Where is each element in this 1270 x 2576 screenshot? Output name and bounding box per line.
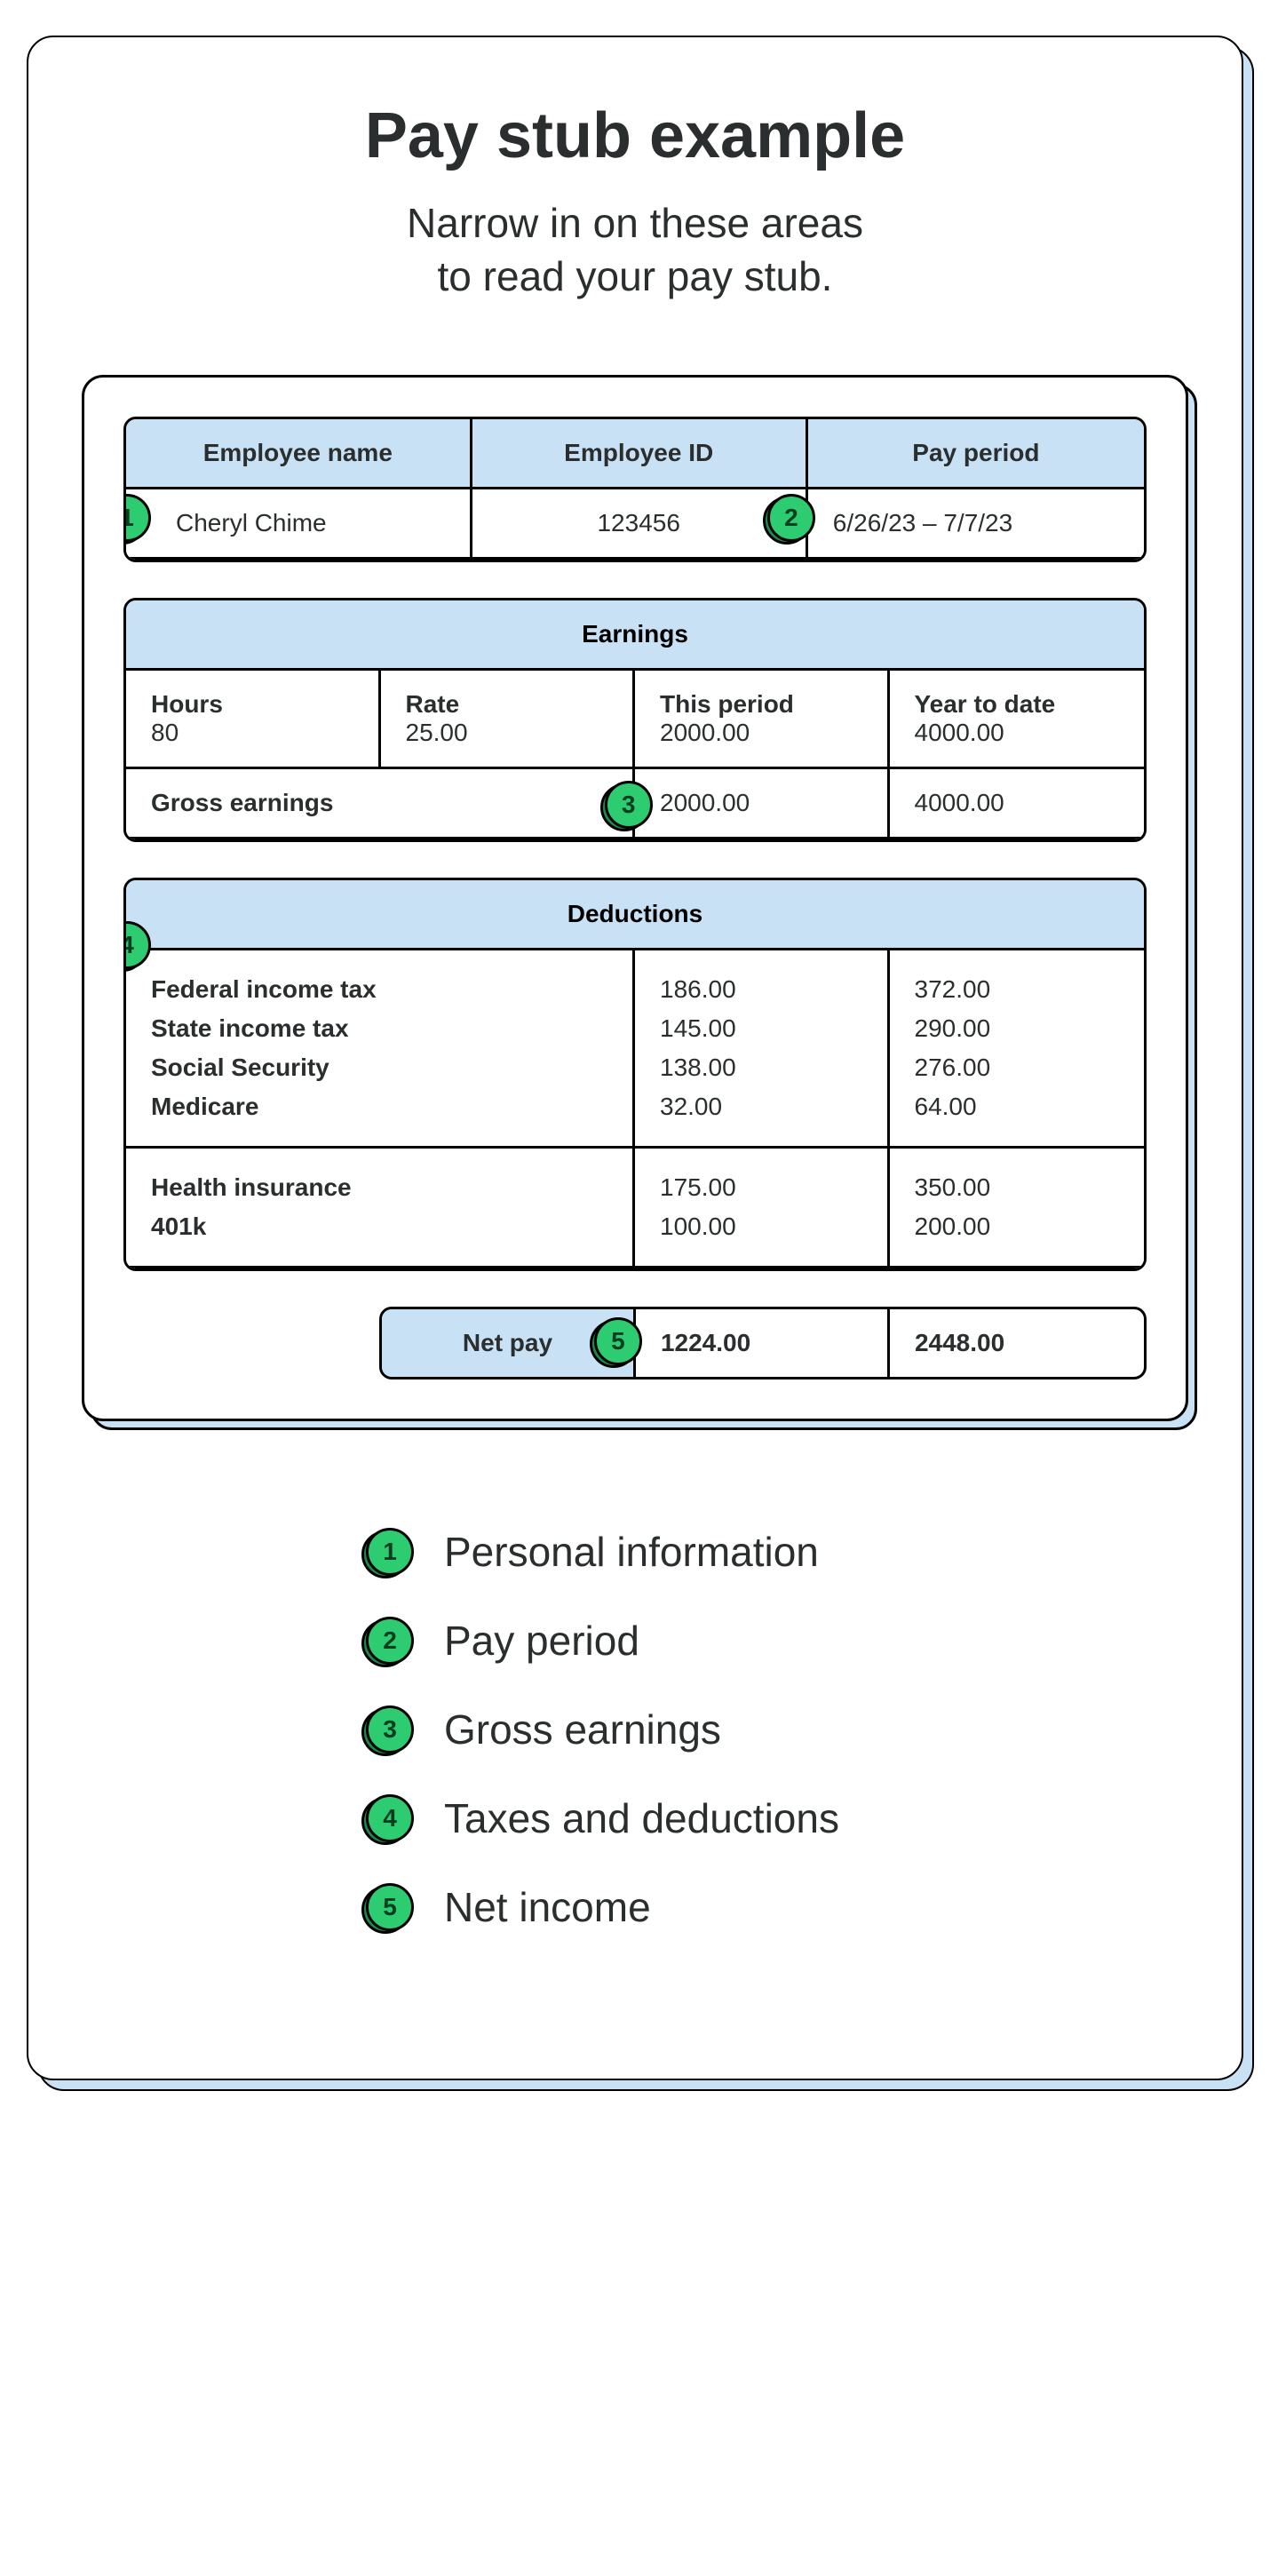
ded-label: 401k <box>151 1207 607 1246</box>
badge-number: 2 <box>366 1617 414 1665</box>
card-body: Pay stub example Narrow in on these area… <box>27 36 1243 2080</box>
legend-badge-5: 5 <box>366 1883 414 1931</box>
label-ytd: Year to date <box>915 690 1120 719</box>
other-ded-labels-cell: Health insurance 401k <box>126 1149 635 1266</box>
ded-value: 100.00 <box>660 1207 862 1246</box>
tax-value: 372.00 <box>915 970 1120 1009</box>
gross-earnings-label: Gross earnings <box>126 769 635 837</box>
earnings-table: Earnings Hours 80 Rate 25.00 This period <box>123 598 1147 842</box>
legend-badge-1: 1 <box>366 1528 414 1576</box>
badge-4: 4 <box>123 921 151 969</box>
badge-number: 2 <box>767 494 815 542</box>
tax-labels-cell: Federal income tax State income tax Soci… <box>126 950 635 1146</box>
legend-text: Personal information <box>444 1528 819 1576</box>
badge-number: 5 <box>594 1317 642 1365</box>
badge-5: 5 <box>594 1317 642 1365</box>
pay-period-cell: 6/26/23 – 7/7/23 <box>808 489 1144 557</box>
earnings-ytd-cell: Year to date 4000.00 <box>890 671 1145 767</box>
badge-number: 1 <box>123 494 151 542</box>
netpay-thisperiod: 1224.00 <box>636 1309 890 1377</box>
paystub-body: Employee name Employee ID Pay period Che… <box>82 375 1188 1421</box>
other-ded-ytd-cell: 350.00 200.00 <box>890 1149 1145 1266</box>
value-hours: 80 <box>151 719 353 747</box>
earnings-title: Earnings <box>126 600 1144 671</box>
tax-value: 276.00 <box>915 1048 1120 1087</box>
legend-item: 3 Gross earnings <box>366 1705 1188 1753</box>
earnings-hours-cell: Hours 80 <box>126 671 381 767</box>
tax-ytd-cell: 372.00 290.00 276.00 64.00 <box>890 950 1145 1146</box>
badge-number: 3 <box>605 781 653 829</box>
badge-number: 4 <box>123 921 151 969</box>
badge-number: 5 <box>366 1883 414 1931</box>
ded-label: Health insurance <box>151 1168 607 1207</box>
employee-name-cell: Cheryl Chime <box>126 489 472 557</box>
legend-text: Net income <box>444 1883 651 1931</box>
table-row: Employee name Employee ID Pay period <box>126 419 1144 489</box>
legend-item: 1 Personal information <box>366 1528 1188 1576</box>
legend-text: Gross earnings <box>444 1705 721 1753</box>
col-header-name: Employee name <box>126 419 472 487</box>
tax-label: Medicare <box>151 1087 607 1126</box>
tax-label: Social Security <box>151 1048 607 1087</box>
tax-label: State income tax <box>151 1009 607 1048</box>
label-thisperiod: This period <box>660 690 862 719</box>
page-title: Pay stub example <box>82 99 1188 172</box>
earnings-rate-cell: Rate 25.00 <box>381 671 636 767</box>
table-row: Hours 80 Rate 25.00 This period 2000.00 <box>126 671 1144 769</box>
infographic-card: Pay stub example Narrow in on these area… <box>27 36 1243 2080</box>
tax-value: 145.00 <box>660 1009 862 1048</box>
legend-text: Taxes and deductions <box>444 1794 839 1842</box>
badge-number: 3 <box>366 1705 414 1753</box>
legend-badge-3: 3 <box>366 1705 414 1753</box>
value-rate: 25.00 <box>406 719 608 747</box>
deductions-table: Deductions Federal income tax State inco… <box>123 878 1147 1271</box>
tax-value: 290.00 <box>915 1009 1120 1048</box>
badge-2: 2 <box>767 494 815 542</box>
subtitle-line-2: to read your pay stub. <box>438 253 833 299</box>
col-header-id: Employee ID <box>472 419 808 487</box>
employee-info-table: Employee name Employee ID Pay period Che… <box>123 417 1147 562</box>
legend-item: 2 Pay period <box>366 1617 1188 1665</box>
tax-value: 32.00 <box>660 1087 862 1126</box>
legend-item: 5 Net income <box>366 1883 1188 1931</box>
netpay-ytd: 2448.00 <box>890 1309 1144 1377</box>
tax-value: 138.00 <box>660 1048 862 1087</box>
legend-badge-2: 2 <box>366 1617 414 1665</box>
netpay-table: Net pay 1224.00 2448.00 <box>379 1307 1147 1379</box>
legend: 1 Personal information 2 Pay period 3 Gr… <box>366 1528 1188 1931</box>
col-header-period: Pay period <box>808 419 1144 487</box>
page-subtitle: Narrow in on these areas to read your pa… <box>82 197 1188 304</box>
table-row: Federal income tax State income tax Soci… <box>126 950 1144 1149</box>
badge-1: 1 <box>123 494 151 542</box>
label-rate: Rate <box>406 690 608 719</box>
badge-number: 1 <box>366 1528 414 1576</box>
legend-item: 4 Taxes and deductions <box>366 1794 1188 1842</box>
legend-badge-4: 4 <box>366 1794 414 1842</box>
subtitle-line-1: Narrow in on these areas <box>407 200 863 246</box>
badge-3: 3 <box>605 781 653 829</box>
badge-number: 4 <box>366 1794 414 1842</box>
ded-value: 175.00 <box>660 1168 862 1207</box>
ded-value: 350.00 <box>915 1168 1120 1207</box>
employee-id-cell: 123456 <box>472 489 808 557</box>
tax-thisperiod-cell: 186.00 145.00 138.00 32.00 <box>635 950 890 1146</box>
earnings-thisperiod-cell: This period 2000.00 <box>635 671 890 767</box>
value-ytd: 4000.00 <box>915 719 1120 747</box>
label-hours: Hours <box>151 690 353 719</box>
tax-value: 64.00 <box>915 1087 1120 1126</box>
netpay-wrap: Net pay 1224.00 2448.00 5 <box>123 1307 1147 1379</box>
deductions-title: Deductions <box>126 880 1144 950</box>
value-thisperiod: 2000.00 <box>660 719 862 747</box>
gross-ytd: 4000.00 <box>890 769 1145 837</box>
table-row: Health insurance 401k 175.00 100.00 350.… <box>126 1149 1144 1268</box>
legend-text: Pay period <box>444 1617 639 1665</box>
gross-thisperiod: 2000.00 <box>635 769 890 837</box>
paystub-panel: Employee name Employee ID Pay period Che… <box>82 375 1188 1421</box>
ded-value: 200.00 <box>915 1207 1120 1246</box>
other-ded-thisperiod-cell: 175.00 100.00 <box>635 1149 890 1266</box>
table-row: Cheryl Chime 123456 6/26/23 – 7/7/23 <box>126 489 1144 560</box>
tax-value: 186.00 <box>660 970 862 1009</box>
tax-label: Federal income tax <box>151 970 607 1009</box>
